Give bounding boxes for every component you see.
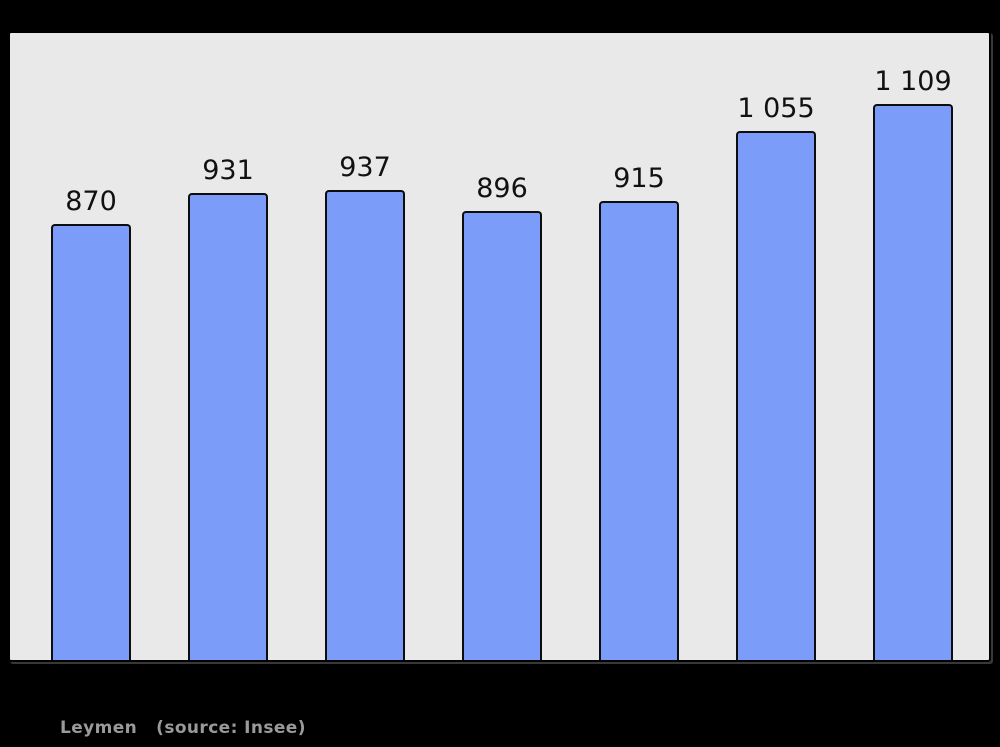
bar-value-label: 896	[476, 172, 528, 204]
bar-group: 931	[188, 157, 268, 660]
bar[interactable]	[325, 190, 405, 660]
bar-value-label: 870	[65, 185, 117, 217]
bar[interactable]	[462, 210, 542, 660]
bar-group: 870	[51, 188, 131, 660]
bar[interactable]	[188, 193, 268, 660]
bar[interactable]	[599, 201, 679, 660]
bar-value-label: 931	[202, 155, 254, 187]
bar-value-label: 937	[339, 152, 391, 184]
bar-group: 1 055	[736, 95, 816, 660]
bar[interactable]	[736, 130, 816, 660]
plot-frame: 870 931 937 896 915 1 055 1 109	[8, 31, 991, 662]
bar[interactable]	[873, 103, 953, 660]
bar-value-label: 915	[613, 163, 665, 195]
bar-group: 915	[599, 165, 679, 660]
chart-caption: Leymen (source: Insee)	[60, 718, 306, 738]
bar-value-label: 1 109	[874, 65, 952, 97]
bar-value-label: 1 055	[737, 92, 815, 124]
bars-layer: 870 931 937 896 915 1 055 1 109	[10, 33, 989, 660]
bar-group: 937	[325, 154, 405, 660]
bar[interactable]	[51, 223, 131, 660]
bar-group: 896	[462, 175, 542, 660]
bar-group: 1 109	[873, 68, 953, 660]
